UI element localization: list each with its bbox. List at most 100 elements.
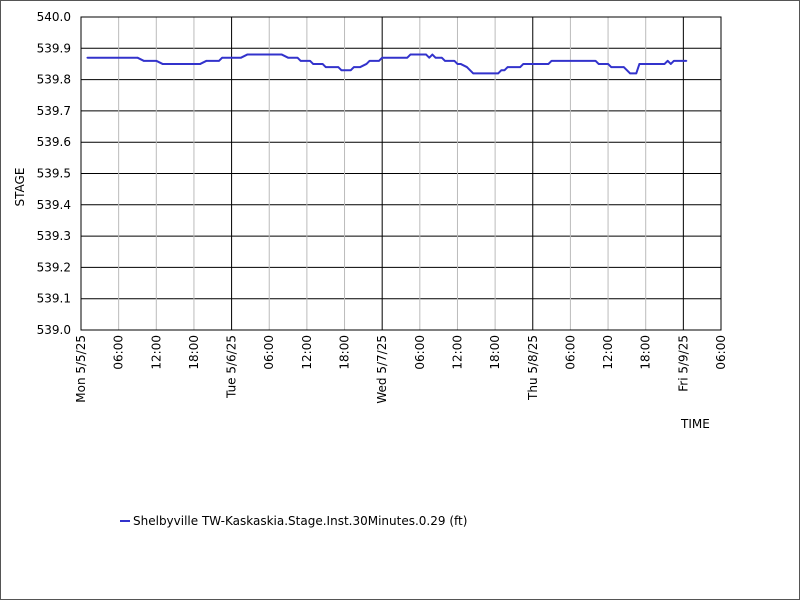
data-point bbox=[550, 60, 553, 62]
data-point bbox=[378, 60, 380, 62]
data-point bbox=[309, 60, 311, 62]
y-tick-label: 539.8 bbox=[37, 73, 71, 87]
y-tick-label: 539.6 bbox=[37, 135, 71, 149]
plot-area-border bbox=[80, 16, 722, 331]
x-tick-label: 06:00 bbox=[262, 335, 276, 370]
data-point bbox=[638, 63, 641, 65]
data-point bbox=[440, 56, 443, 59]
data-point bbox=[666, 60, 669, 62]
y-tick-label: 539.0 bbox=[37, 323, 71, 337]
x-axis-title: TIME bbox=[680, 417, 710, 431]
x-tick-label: Wed 5/7/25 bbox=[375, 335, 389, 404]
data-point bbox=[466, 66, 468, 68]
data-point bbox=[337, 66, 340, 68]
x-tick-label: Tue 5/6/25 bbox=[225, 335, 239, 399]
data-point bbox=[673, 60, 675, 62]
x-tick-label: 18:00 bbox=[488, 335, 502, 370]
data-point bbox=[86, 56, 89, 59]
x-tick-label: 06:00 bbox=[413, 335, 427, 370]
data-point bbox=[444, 60, 446, 62]
series-line bbox=[87, 53, 687, 75]
x-tick-label: 18:00 bbox=[338, 335, 352, 370]
data-point bbox=[434, 56, 437, 59]
data-point bbox=[359, 66, 362, 68]
data-point bbox=[324, 66, 327, 68]
x-tick-label: Mon 5/5/25 bbox=[74, 335, 88, 403]
data-point bbox=[685, 60, 688, 62]
data-point bbox=[409, 53, 412, 56]
x-tick-label: 12:00 bbox=[300, 335, 314, 370]
x-tick-label: Thu 5/8/25 bbox=[526, 335, 540, 401]
y-axis-title: STAGE bbox=[13, 168, 27, 207]
data-point bbox=[368, 60, 371, 62]
data-point bbox=[597, 63, 600, 65]
data-point bbox=[340, 69, 343, 72]
data-point bbox=[296, 56, 299, 59]
legend-label: Shelbyville TW-Kaskaskia.Stage.Inst.30Mi… bbox=[133, 514, 468, 528]
y-tick-labels: 540.0 539.9 539.8 539.7 539.6 539.5 539.4 539.3… bbox=[37, 10, 71, 337]
data-point bbox=[663, 63, 666, 65]
data-point bbox=[353, 66, 355, 68]
data-point bbox=[142, 60, 145, 62]
data-point bbox=[670, 63, 672, 65]
data-point bbox=[218, 60, 220, 62]
y-tick-label: 539.7 bbox=[37, 104, 71, 118]
data-point bbox=[221, 56, 223, 59]
data-point bbox=[287, 56, 289, 59]
data-point bbox=[506, 66, 509, 68]
data-point bbox=[136, 56, 139, 59]
data-point bbox=[503, 69, 506, 72]
data-point bbox=[161, 63, 164, 65]
data-point bbox=[321, 63, 324, 65]
y-tick-label: 539.5 bbox=[37, 167, 71, 181]
data-point bbox=[199, 63, 202, 65]
series-layer bbox=[86, 53, 688, 75]
x-tick-label: 12:00 bbox=[450, 335, 464, 370]
data-point bbox=[459, 63, 462, 65]
data-point bbox=[350, 69, 352, 72]
data-point bbox=[456, 63, 459, 65]
x-tick-label: 18:00 bbox=[639, 335, 653, 370]
data-point bbox=[500, 69, 503, 72]
data-point bbox=[425, 53, 427, 56]
data-point bbox=[610, 66, 612, 68]
data-point bbox=[472, 72, 474, 75]
y-tick-label: 539.4 bbox=[37, 198, 71, 212]
data-point bbox=[155, 60, 158, 62]
y-tick-label: 539.2 bbox=[37, 260, 71, 274]
x-tick-label: 06:00 bbox=[714, 335, 728, 370]
data-point bbox=[635, 72, 638, 75]
data-point bbox=[280, 53, 283, 56]
data-point bbox=[607, 63, 609, 65]
data-point bbox=[381, 56, 383, 59]
data-point bbox=[594, 60, 597, 62]
x-tick-labels: Mon 5/5/25 06:00 12:00 18:00 Tue 5/6/25 06:00… bbox=[74, 335, 728, 404]
data-point bbox=[519, 66, 522, 68]
data-point bbox=[240, 56, 242, 59]
data-point bbox=[547, 63, 550, 65]
data-point bbox=[299, 60, 302, 62]
data-point bbox=[312, 63, 314, 65]
data-point bbox=[453, 60, 456, 62]
legend-swatch bbox=[120, 520, 130, 522]
data-point bbox=[497, 72, 500, 75]
x-tick-label: 12:00 bbox=[601, 335, 615, 370]
x-tick-label: 12:00 bbox=[149, 335, 163, 370]
x-tick-label: 06:00 bbox=[563, 335, 577, 370]
data-point bbox=[205, 60, 208, 62]
legend: Shelbyville TW-Kaskaskia.Stage.Inst.30Mi… bbox=[120, 514, 467, 528]
data-point bbox=[246, 53, 249, 56]
y-tick-label: 539.9 bbox=[37, 41, 71, 55]
x-tick-label: 18:00 bbox=[187, 335, 201, 370]
data-point bbox=[406, 56, 409, 59]
y-tick-label: 539.3 bbox=[37, 229, 71, 243]
x-tick-label: Fri 5/9/25 bbox=[676, 335, 690, 392]
data-point bbox=[622, 66, 625, 68]
data-point bbox=[365, 63, 368, 65]
data-point bbox=[431, 53, 434, 56]
y-tick-label: 539.1 bbox=[37, 292, 71, 306]
y-tick-label: 540.0 bbox=[37, 10, 71, 24]
x-tick-label: 06:00 bbox=[112, 335, 126, 370]
